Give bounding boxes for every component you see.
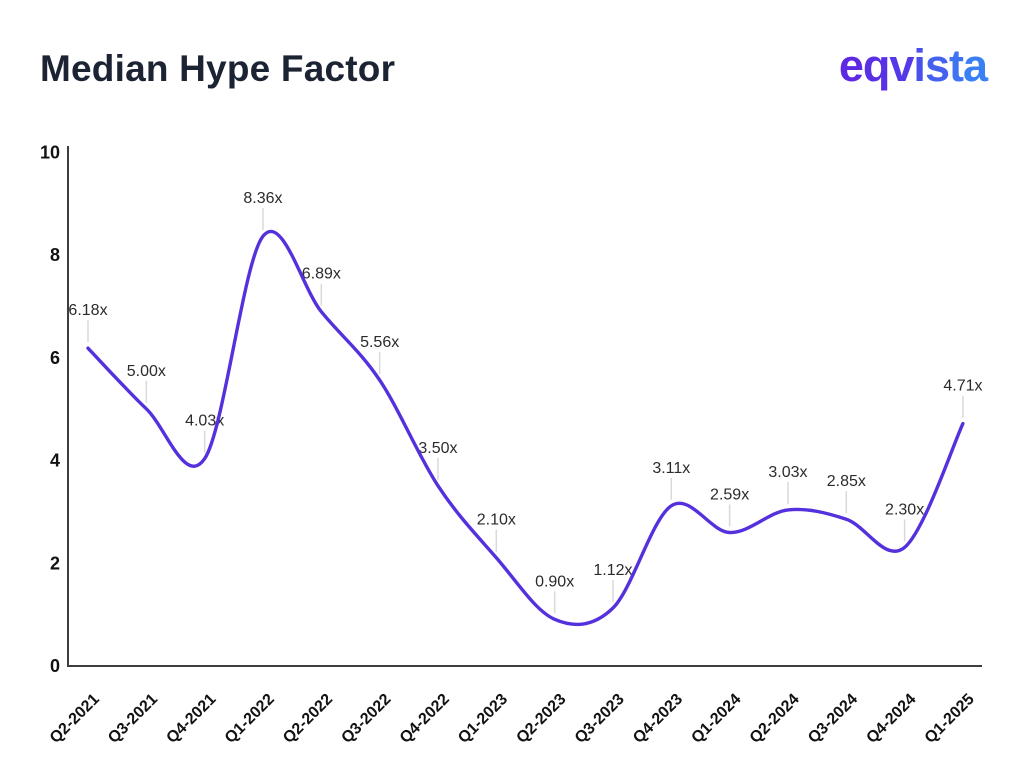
- data-point-label: 3.50x: [418, 440, 457, 457]
- x-axis-tick-label: Q3-2024: [805, 691, 861, 747]
- data-point-label: 2.85x: [827, 473, 866, 490]
- y-axis-tick-label: 2: [50, 553, 60, 573]
- x-axis-tick-label: Q3-2021: [105, 691, 161, 747]
- data-labels: 6.18x 5.00x 4.03x 8.36x 6.89x 5.56x 3.50x 2.10x…: [68, 190, 983, 614]
- data-point-label: 1.12x: [593, 562, 632, 579]
- data-point-label: 5.56x: [360, 334, 399, 351]
- x-axis-tick-label: Q1-2024: [688, 691, 744, 747]
- x-axis-tick-label: Q2-2022: [280, 691, 336, 747]
- data-point-label: 2.30x: [885, 501, 924, 518]
- x-axis-tick-label: Q2-2024: [747, 691, 803, 747]
- x-axis-tick-label: Q1-2025: [922, 691, 978, 747]
- x-axis-tick-label: Q2-2021: [47, 691, 103, 747]
- y-axis-tick-label: 4: [50, 451, 60, 471]
- logo-letter: s: [924, 40, 950, 91]
- axes: [67, 146, 982, 667]
- data-point-label: 4.03x: [185, 413, 224, 430]
- eqvista-logo: eqvista: [838, 40, 988, 92]
- x-axis-tick-label: Q2-2023: [513, 691, 569, 747]
- logo-letter: e: [838, 40, 864, 91]
- data-point-label: 5.00x: [127, 363, 166, 380]
- logo-letter: a: [962, 40, 988, 91]
- logo-letter: i: [913, 40, 925, 91]
- y-axis-tick-label: 10: [40, 143, 60, 163]
- y-axis-tick-label: 8: [50, 245, 60, 265]
- y-axis: 0 2 4 6 8 10: [40, 143, 60, 677]
- x-axis-tick-label: Q3-2022: [338, 691, 394, 747]
- x-axis-tick-label: Q4-2024: [863, 691, 919, 747]
- y-axis-tick-label: 6: [50, 348, 60, 368]
- line-series: [86, 229, 965, 627]
- data-point-label: 3.03x: [768, 464, 807, 481]
- x-axis-tick-label: Q4-2022: [397, 691, 453, 747]
- y-axis-tick-label: 0: [50, 656, 60, 676]
- logo-letter: q: [862, 40, 890, 91]
- data-point-label: 2.59x: [710, 487, 749, 504]
- x-axis-tick-label: Q1-2022: [222, 691, 278, 747]
- logo-letter: v: [889, 40, 914, 91]
- x-axis-tick-label: Q3-2023: [572, 691, 628, 747]
- x-axis: Q2-2021 Q3-2021 Q4-2021 Q1-2022 Q2-2022 Q3-20…: [47, 691, 978, 747]
- data-point-label: 4.71x: [943, 378, 982, 395]
- data-point-label: 6.18x: [68, 302, 107, 319]
- data-point-label: 2.10x: [477, 512, 516, 529]
- data-point-label: 3.11x: [652, 460, 690, 477]
- x-axis-tick-label: Q4-2021: [163, 691, 219, 747]
- data-point-label: 6.89x: [302, 266, 341, 283]
- x-axis-tick-label: Q4-2023: [630, 691, 686, 747]
- data-point-label: 8.36x: [243, 190, 282, 207]
- page-title: Median Hype Factor: [40, 48, 396, 89]
- data-point-label: 0.90x: [535, 573, 574, 590]
- logo-letter: t: [948, 40, 964, 91]
- x-axis-tick-label: Q1-2023: [455, 691, 511, 747]
